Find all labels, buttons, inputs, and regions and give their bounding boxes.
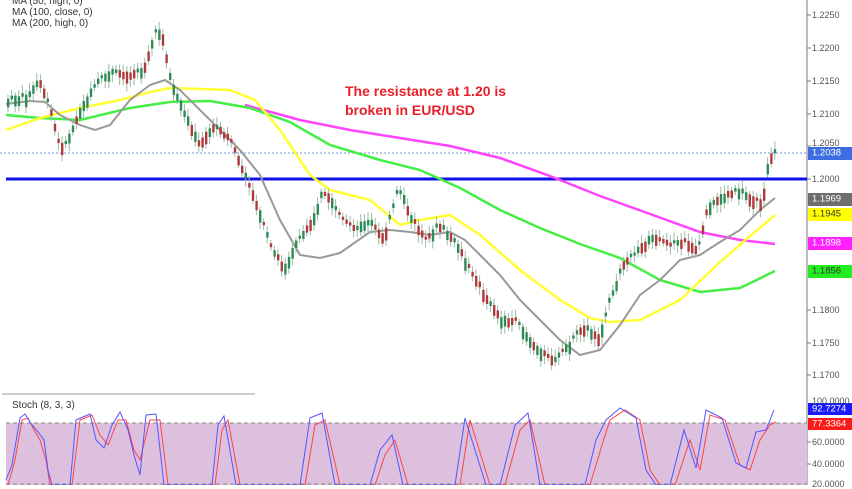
last-price-tag: 1.2038: [812, 147, 842, 159]
ma-yellow-tag: 1.1945: [812, 208, 842, 220]
stoch-d-value: 77.3364: [812, 418, 847, 430]
axis-label: 1.2000: [812, 174, 840, 184]
stoch-d-tag: [808, 418, 852, 430]
stoch-axis-label: 20.0000: [812, 479, 845, 489]
ma-green-tag: 1.1856: [812, 265, 842, 277]
annotation-line-2: broken in EUR/USD: [345, 102, 475, 118]
annotation-line-1: The resistance at 1.20 is: [345, 83, 507, 99]
stoch-axis-label: 40.0000: [812, 459, 845, 469]
axis-label: 1.2100: [812, 109, 840, 119]
chart-annotation: The resistance at 1.20 is broken in EUR/…: [345, 82, 506, 120]
ma-magenta-tag-bg: [808, 237, 852, 250]
ma-magenta-line: [244, 103, 776, 246]
stoch-label: Stoch (8, 3, 3): [12, 400, 75, 411]
stoch-d-line: [7, 409, 777, 485]
stoch-k-tag: [808, 403, 852, 415]
axis-label: 1.2150: [812, 76, 840, 86]
ma-magenta-tag: 1.1898: [812, 237, 842, 249]
legend-ma-200: MA (200, high, 0): [12, 18, 89, 29]
ma-yellow-tag-bg: [808, 208, 852, 221]
legend-ma-50: MA (50, high, 0): [12, 0, 83, 7]
axis-label: 1.1800: [812, 305, 840, 315]
axis-label: 1.2200: [812, 43, 840, 53]
stoch-k-value: 92.7274: [812, 403, 847, 415]
legend-ma-100: MA (100, close, 0): [12, 7, 93, 18]
ma-green-tag-bg: [808, 265, 852, 278]
axis-label: 1.1700: [812, 370, 840, 380]
stoch-axis-label: 100.0000: [812, 396, 850, 406]
axis-ticks: [807, 14, 811, 465]
ma-grey-tag: 1.1969: [812, 193, 842, 205]
axis-label: 1.2250: [812, 10, 840, 20]
stoch-axis-label: 60.0000: [812, 437, 845, 447]
stoch-k-line: [5, 407, 775, 485]
ma-yellow-line: [5, 86, 776, 324]
ma-grey-tag-bg: [808, 193, 852, 206]
ma-grey-line: [5, 78, 776, 357]
axis-label: 1.2050: [812, 138, 840, 148]
last-price-tag-bg: [808, 147, 852, 160]
stoch-band: [6, 423, 807, 485]
axis-label: 1.1750: [812, 338, 840, 348]
indicator-legend: MA (50, high, 0) MA (100, close, 0) MA (…: [12, 0, 93, 29]
candlesticks: [7, 21, 777, 371]
ma-green-line: [5, 99, 776, 294]
